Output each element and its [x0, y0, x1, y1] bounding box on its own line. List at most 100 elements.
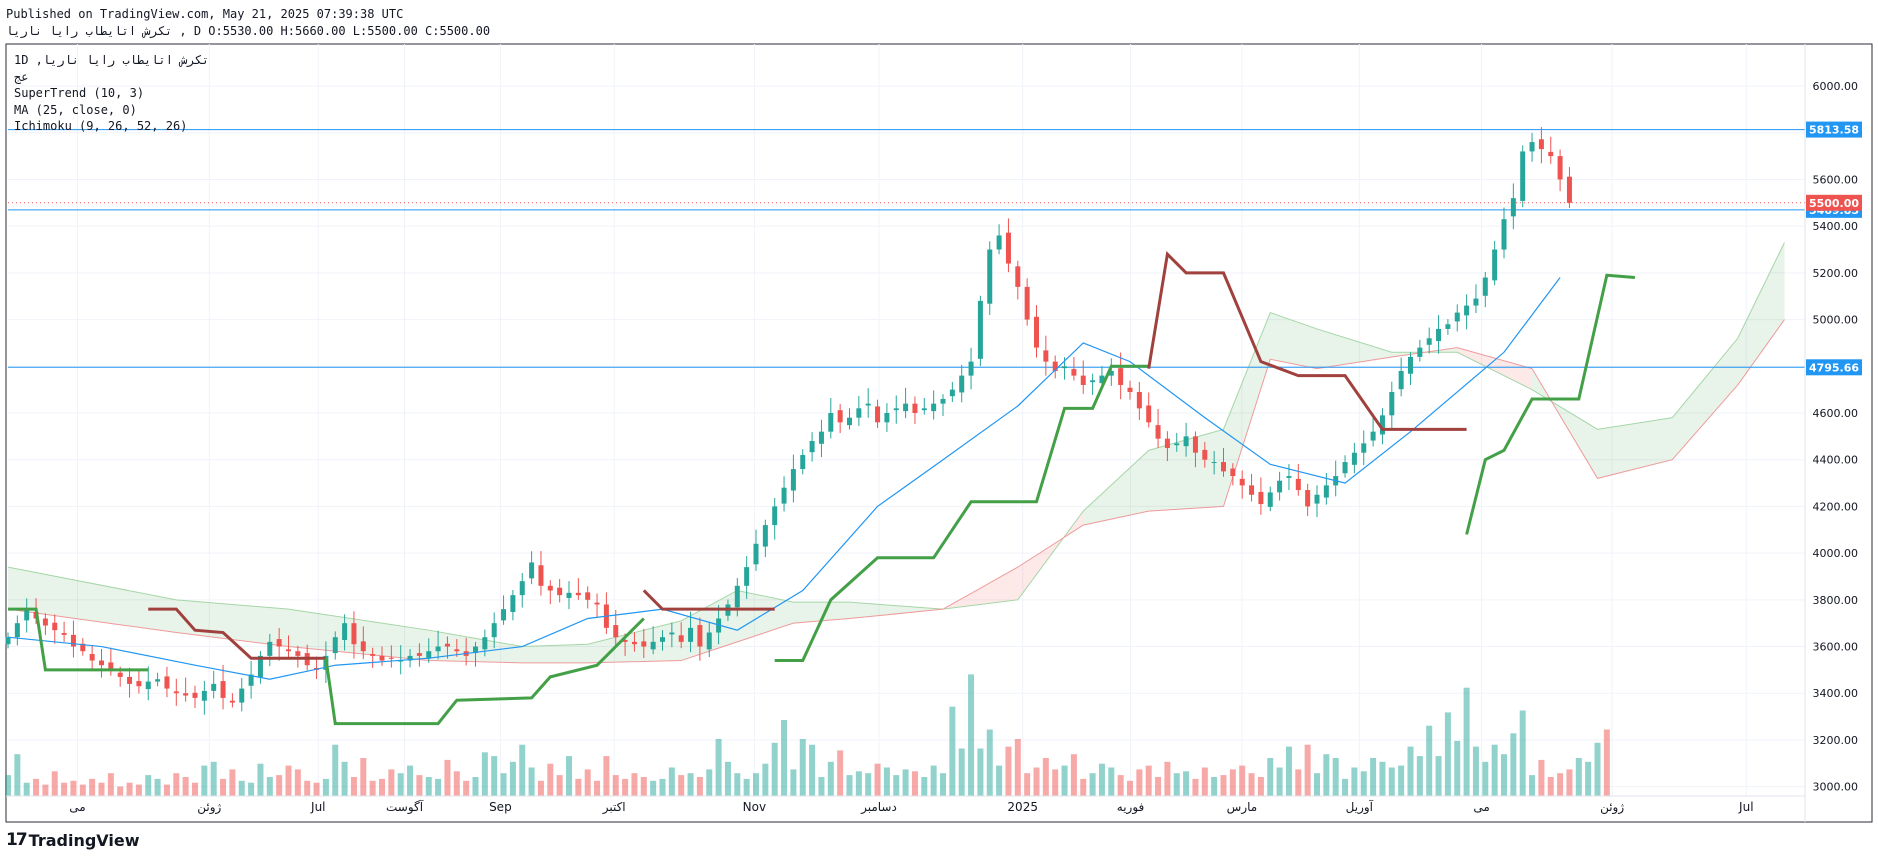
volume-bar — [781, 720, 788, 796]
publish-info: Published on TradingView.com, May 21, 20… — [6, 7, 404, 21]
volume-bar — [61, 782, 68, 796]
volume-bar — [89, 778, 96, 796]
legend-ichimoku[interactable]: Ichimoku (9, 26, 52, 26) — [14, 119, 188, 133]
time-tick-label: Nov — [743, 800, 766, 814]
last-price-label: 5500.00 — [1809, 197, 1859, 210]
candle-body — [594, 602, 600, 605]
candle-body — [201, 690, 207, 701]
volume-bar — [407, 765, 414, 796]
time-tick-label: دسامبر — [860, 800, 897, 815]
volume-bar — [1416, 756, 1423, 796]
volume-bar — [1229, 769, 1236, 796]
volume-bar — [238, 780, 245, 796]
volume-bar — [1323, 754, 1330, 796]
volume-bar — [98, 782, 105, 796]
candle-body — [641, 641, 647, 647]
candle-body — [847, 417, 852, 426]
volume-bar — [135, 784, 142, 796]
volume-bar — [332, 744, 339, 796]
candle-body — [286, 649, 291, 652]
candle-body — [1538, 139, 1544, 150]
candle-body — [1426, 338, 1432, 345]
cloud-span-b — [7, 319, 1785, 664]
volume-bar — [70, 780, 77, 796]
legend-ma[interactable]: MA (25, close, 0) — [14, 102, 137, 117]
volume-bar — [435, 778, 442, 796]
candle-body — [800, 455, 806, 470]
candle-body — [248, 674, 254, 686]
volume-bar — [986, 729, 993, 796]
volume-bar — [1267, 758, 1274, 796]
legend-supertrend[interactable]: SuperTrend (10, 3) — [14, 86, 145, 100]
volume-bar — [425, 777, 432, 796]
candle-body — [744, 567, 750, 586]
volume-bar — [453, 771, 460, 796]
candle-body — [1071, 369, 1077, 376]
candle-body — [398, 660, 404, 662]
ichimoku-cloud — [7, 242, 1785, 664]
time-tick-label: فوریه — [1117, 800, 1145, 815]
candle-body — [332, 637, 338, 654]
candle-body — [482, 637, 488, 650]
volume-bar — [1061, 765, 1068, 796]
time-tick-label: آوریل — [1346, 799, 1374, 815]
grid-lines — [8, 44, 1805, 796]
candle-body — [1024, 286, 1030, 320]
volume-bar — [444, 759, 451, 796]
cloud-segment-bull — [288, 609, 429, 661]
candle-body — [42, 618, 48, 626]
volume-bar — [266, 777, 273, 796]
volume-bar — [1145, 765, 1152, 796]
price-tick-label: 4200.00 — [1813, 500, 1859, 513]
volume-bar — [397, 773, 404, 796]
candle-body — [1473, 298, 1479, 306]
tradingview-footer[interactable]: 17 TradingView — [6, 830, 140, 850]
volume-bar — [547, 763, 554, 796]
volume-bar — [154, 778, 161, 796]
time-tick-label: می — [69, 800, 85, 814]
cloud-segment-bull — [737, 590, 794, 642]
candlesticks — [5, 127, 1572, 715]
volume-bar — [584, 769, 591, 796]
candle-body — [1136, 391, 1142, 409]
volume-bar — [771, 742, 778, 796]
price-tick-label: 4600.00 — [1813, 407, 1859, 420]
volume-bar — [1155, 777, 1162, 796]
candle-body — [491, 623, 497, 638]
candle-body — [108, 662, 114, 670]
symbol-title[interactable]: 1D ,تکرش اتایطاب رایا ناریا — [14, 53, 210, 67]
volume-bar — [126, 782, 133, 796]
candle-body — [342, 623, 348, 640]
volume-bar — [163, 784, 170, 796]
price-axis[interactable]: 3000.00 3200.00 3400.00 3600.00 3800.00 4000.… — [1813, 80, 1859, 794]
candle-body — [1174, 443, 1180, 446]
cloud-segment-bull — [1672, 338, 1738, 460]
time-axis[interactable]: می ژوئن Jul آگوست Sep اکتبر Nov دسامبر 2025 فوریه… — [69, 799, 1753, 815]
candle-body — [127, 676, 133, 684]
volume-bar — [753, 773, 759, 796]
volume-bar — [1547, 777, 1554, 796]
candle-body — [1295, 478, 1301, 491]
volume-bar — [743, 778, 750, 796]
volume-bar — [33, 778, 40, 796]
price-tick-label: 3000.00 — [1813, 781, 1859, 794]
volume-bar — [1472, 746, 1479, 796]
candle-body — [1155, 425, 1161, 439]
candle-body — [229, 700, 235, 703]
candle-body — [734, 585, 740, 608]
candle-body — [407, 655, 413, 661]
volume-bar — [818, 777, 825, 796]
volume-bar — [556, 775, 563, 796]
volume-bar — [1538, 759, 1545, 796]
candle-body — [1034, 316, 1039, 348]
candle-body — [828, 412, 834, 432]
tradingview-logo-icon: 17 — [6, 830, 28, 850]
cloud-span-a — [7, 242, 1785, 648]
candle-body — [388, 657, 394, 659]
supertrend-segment-up — [774, 364, 1149, 663]
volume-bar — [921, 777, 928, 796]
candle-body — [631, 641, 637, 645]
candle-body — [893, 408, 899, 411]
volume-bar — [1557, 773, 1564, 796]
